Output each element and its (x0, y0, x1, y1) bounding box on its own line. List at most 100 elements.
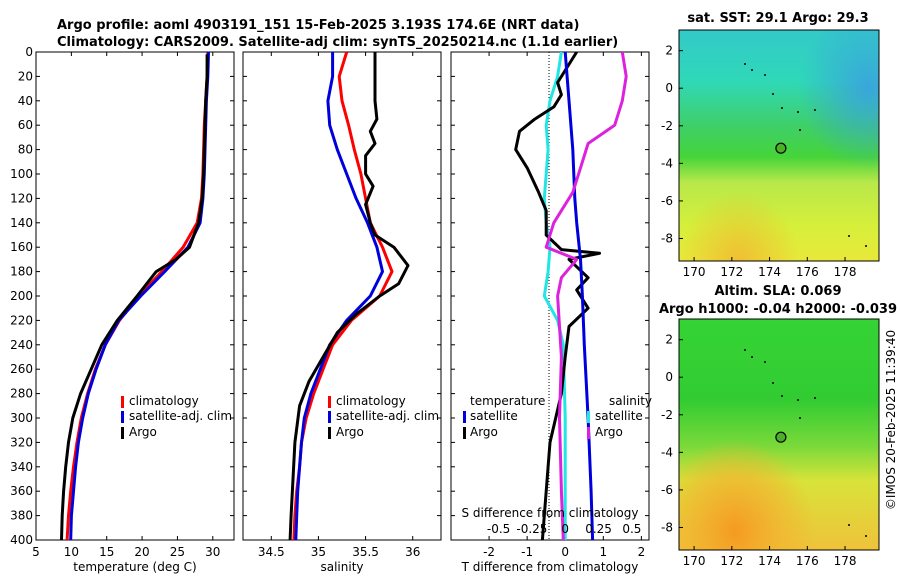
s-diff-tick-label: -0.25 (516, 522, 547, 536)
island (865, 245, 867, 247)
y-tick-label: 260 (10, 362, 33, 376)
sla-map-axes: 170 172 174 176 178 2 0 -2 -4 -6 -8 (661, 333, 856, 568)
legend-climatology-swatch (121, 396, 124, 408)
difference-depth-ticks (451, 51, 649, 541)
legend-t-argo-label: Argo (470, 425, 498, 439)
series-line-argo (60, 54, 209, 540)
map-y-tick-label: 2 (665, 44, 673, 58)
map-y-tick-label: -4 (661, 445, 673, 459)
y-tick-label: 280 (10, 387, 33, 401)
x-tick-label: 1 (599, 545, 607, 559)
y-tick-label: 100 (10, 167, 33, 181)
x-tick-label: 36 (405, 545, 420, 559)
sst-map-title: sat. SST: 29.1 Argo: 29.3 (687, 11, 868, 26)
y-tick-label: 340 (10, 460, 33, 474)
sla-map-title: Altim. SLA: 0.069 (715, 284, 842, 299)
legend-satellite-swatch (328, 411, 331, 423)
y-tick-label: 220 (10, 313, 33, 327)
salinity-axes-frame (242, 51, 442, 541)
difference-panel: -2 -1 0 1 2 temperature satellite Argo salin… (450, 51, 652, 574)
x-tick-label: 15 (99, 545, 114, 559)
salinity-x-axis: 34.5 35 35.5 36 (258, 52, 420, 559)
s-diff-tick-label: -0.5 (487, 522, 510, 536)
legend-t-argo-swatch (463, 427, 466, 439)
map-y-tick-label: -6 (661, 483, 673, 497)
island (799, 417, 801, 419)
x-tick-label: 20 (134, 545, 149, 559)
legend-argo-label: Argo (336, 425, 364, 439)
island (814, 397, 816, 399)
map-x-tick-label: 176 (796, 265, 819, 279)
legend-climatology-swatch (328, 396, 331, 408)
salinity-panel: 34.5 35 35.5 36 salinity climatology satell… (242, 51, 442, 574)
map-y-tick-label: -6 (661, 194, 673, 208)
island (865, 535, 867, 537)
island (751, 69, 753, 71)
y-tick-label: 400 (10, 533, 33, 547)
y-tick-label: 380 (10, 509, 33, 523)
island (814, 109, 816, 111)
island (797, 111, 799, 113)
difference-top-xlabel: S difference from climatology (462, 506, 639, 520)
map-y-tick-label: -4 (661, 156, 673, 170)
island (772, 382, 774, 384)
depth-axis: 0 20 40 60 80 100 120 140 160 180 200 220 240 260 280 3… (10, 45, 234, 547)
map-y-tick-label: 0 (665, 370, 673, 384)
x-tick-label: 35 (311, 545, 326, 559)
y-tick-label: 360 (10, 484, 33, 498)
island (751, 356, 753, 358)
x-tick-label: 0 (561, 545, 569, 559)
island (848, 524, 850, 526)
map-x-tick-label: 174 (758, 554, 781, 568)
legend-t-satellite-swatch (463, 411, 466, 423)
x-tick-label: 30 (205, 545, 220, 559)
legend-argo-swatch (328, 427, 331, 439)
legend-salinity-heading: salinity (609, 394, 652, 408)
y-tick-label: 20 (18, 69, 33, 83)
temperature-x-axis: 5 10 15 20 25 30 (32, 52, 220, 559)
map-y-tick-label: -2 (661, 119, 673, 133)
salinity-depth-ticks (243, 51, 441, 541)
difference-xlabel: T difference from climatology (461, 560, 639, 574)
island (772, 93, 774, 95)
figure-title-line1: Argo profile: aoml 4903191_151 15-Feb-20… (57, 18, 579, 33)
legend-satellite-label: satellite-adj. clim (129, 409, 232, 423)
temperature-xlabel: temperature (deg C) (73, 560, 196, 574)
y-tick-label: 240 (10, 338, 33, 352)
map-x-tick-label: 176 (796, 554, 819, 568)
salinity-series (288, 52, 410, 540)
s-diff-tick-label: 0 (561, 522, 569, 536)
temperature-axes-frame (35, 51, 235, 541)
legend-satellite-swatch (121, 411, 124, 423)
series-line-t-argo (514, 52, 601, 540)
difference-series (514, 52, 628, 540)
sla-map-frame (678, 318, 880, 551)
island (764, 361, 766, 363)
argo-position-marker (775, 142, 787, 154)
legend-argo-swatch (121, 427, 124, 439)
map-x-tick-label: 174 (758, 265, 781, 279)
x-tick-label: 2 (638, 545, 646, 559)
x-tick-label: -2 (483, 545, 495, 559)
argo-position-marker (775, 431, 787, 443)
y-tick-label: 200 (10, 289, 33, 303)
sla-map-subtitle: Argo h1000: -0.04 h2000: -0.039 (659, 302, 897, 317)
series-line-s-satellite (563, 52, 595, 540)
temperature-panel: 0 20 40 60 80 100 120 140 160 180 200 220 240 260 280 3… (10, 45, 235, 574)
map-x-tick-label: 178 (834, 554, 857, 568)
island (797, 399, 799, 401)
sla-islands (744, 349, 867, 537)
legend-climatology-label: climatology (129, 394, 199, 408)
y-tick-label: 320 (10, 435, 33, 449)
y-tick-label: 120 (10, 191, 33, 205)
y-tick-label: 160 (10, 240, 33, 254)
island (799, 129, 801, 131)
map-x-tick-label: 178 (834, 265, 857, 279)
map-y-tick-label: -2 (661, 408, 673, 422)
legend-climatology-label: climatology (336, 394, 406, 408)
island (848, 235, 850, 237)
x-tick-label: 25 (170, 545, 185, 559)
y-tick-label: 60 (18, 118, 33, 132)
figure-title-line2: Climatology: CARS2009. Satellite-adj cli… (57, 35, 618, 50)
